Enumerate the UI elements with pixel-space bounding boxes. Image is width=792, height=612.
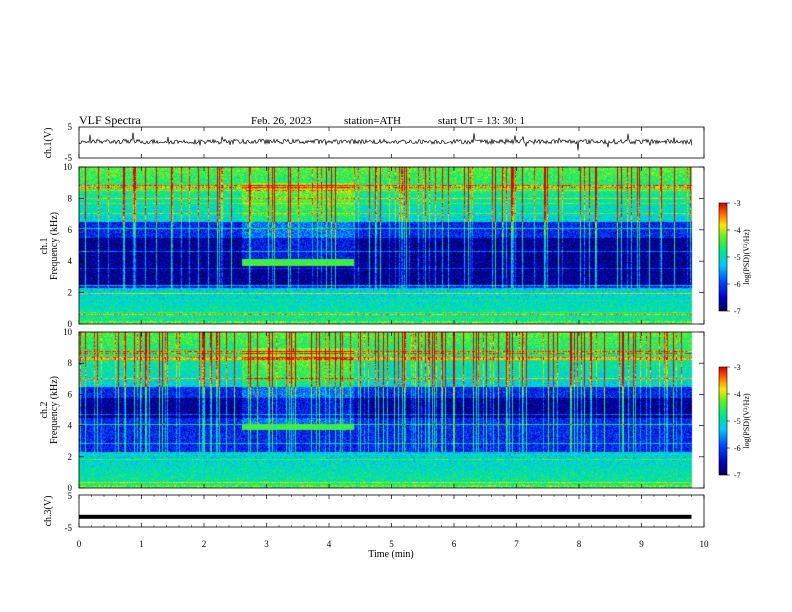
time-tick-label: 3 <box>264 539 269 549</box>
time-tick-label: 1 <box>139 539 144 549</box>
ch1-spectrogram-yticks: 0 2 4 6 8 10 <box>63 162 704 329</box>
colorbar-tick-label: -5 <box>734 253 741 262</box>
ch1-colorbar: -3 -4 -5 -6 -7 log(PSD)(V²/Hz) <box>718 199 751 316</box>
ch3-waveform-panel: 5 -5 ch.3(V) <box>43 491 705 533</box>
ch1-ylabel: ch.1(V) <box>43 128 54 159</box>
ch3-waveform-trace <box>79 514 692 519</box>
figure-title: VLF Spectra <box>79 113 141 127</box>
ch3-ytick-bottom: -5 <box>65 523 73 533</box>
ch1-waveform-trace <box>78 132 693 151</box>
freq-tick-label: 10 <box>63 327 73 337</box>
time-tick-label: 8 <box>577 539 582 549</box>
freq-tick-label: 8 <box>68 358 73 368</box>
date-label: Feb. 26, 2023 <box>251 115 312 127</box>
ch1-spectrogram-ylabel-freq: Frequency (kHz) <box>49 212 60 280</box>
ch2-colorbar-ticks: -3 -4 -5 -6 -7 <box>727 363 741 480</box>
ch2-spectrogram-ylabel-freq: Frequency (kHz) <box>49 376 60 444</box>
ch1-spectrogram-ylabel-channel: ch.1 <box>39 238 50 255</box>
freq-tick-label: 0 <box>68 319 73 329</box>
freq-tick-label: 4 <box>68 421 73 431</box>
start-time-label: start UT = 13: 30: 1 <box>438 115 525 127</box>
ch1-spectrogram-canvas-holder <box>79 167 704 324</box>
ch2-colorbar-label: log(PSD)(V²/Hz) <box>742 393 751 449</box>
time-tick-label: 9 <box>639 539 644 549</box>
time-tick-label: 7 <box>514 539 519 549</box>
ch2-colorbar: -3 -4 -5 -6 -7 log(PSD)(V²/Hz) <box>718 363 751 480</box>
freq-tick-label: 6 <box>68 389 73 399</box>
ch1-spectrogram-panel: 0 2 4 6 8 10 ch.1 Frequency (kHz) <box>39 162 705 329</box>
station-label: station=ATH <box>344 115 401 127</box>
ch3-waveform-frame <box>78 494 705 528</box>
ch1-colorbar-gradient <box>719 203 727 311</box>
ch2-spectrogram-yticks: 0 2 4 6 8 10 <box>63 327 704 493</box>
colorbar-tick-label: -7 <box>734 307 741 316</box>
ch2-spectrogram-ylabel-channel: ch.2 <box>39 402 50 419</box>
time-tick-label: 4 <box>327 539 332 549</box>
freq-tick-label: 2 <box>68 288 73 298</box>
ch2-colorbar-holder <box>719 367 727 475</box>
time-axis-ticks: 0 1 2 3 4 5 6 7 8 9 10 <box>77 127 709 549</box>
colorbar-tick-label: -4 <box>734 390 741 399</box>
ch1-spectrogram-image <box>79 167 704 324</box>
freq-tick-label: 2 <box>68 452 73 462</box>
ch2-colorbar-gradient <box>719 367 727 475</box>
ch3-ylabel: ch.3(V) <box>43 496 54 527</box>
ch1-waveform-panel: 5 -5 ch.1(V) <box>43 122 705 163</box>
ch2-spectrogram-canvas-holder <box>79 332 704 488</box>
ch3-ytick-top: 5 <box>68 491 73 501</box>
time-axis-label: Time (min) <box>368 549 413 560</box>
freq-tick-label: 6 <box>68 225 73 235</box>
ch2-spectrogram-panel: 0 2 4 6 8 10 ch.2 Frequency (kHz) <box>39 327 705 493</box>
colorbar-tick-label: -6 <box>734 444 741 453</box>
ch1-colorbar-label: log(PSD)(V²/Hz) <box>742 229 751 285</box>
freq-tick-label: 10 <box>63 162 73 172</box>
colorbar-tick-label: -5 <box>734 417 741 426</box>
colorbar-tick-label: -4 <box>734 226 741 235</box>
freq-tick-label: 8 <box>68 193 73 203</box>
ch1-ytick-bottom: -5 <box>65 153 73 163</box>
time-tick-label: 6 <box>452 539 457 549</box>
ch1-colorbar-ticks: -3 -4 -5 -6 -7 <box>727 199 741 316</box>
time-tick-label: 0 <box>77 539 82 549</box>
ch1-colorbar-holder <box>719 203 727 311</box>
colorbar-tick-label: -3 <box>734 363 741 372</box>
colorbar-tick-label: -3 <box>734 199 741 208</box>
ch2-spectrogram-image <box>79 332 704 488</box>
time-tick-label: 10 <box>700 539 710 549</box>
colorbar-tick-label: -6 <box>734 280 741 289</box>
freq-tick-label: 4 <box>68 256 73 266</box>
time-tick-label: 5 <box>389 539 394 549</box>
ch1-ytick-top: 5 <box>68 122 73 132</box>
colorbar-tick-label: -7 <box>734 471 741 480</box>
time-tick-label: 2 <box>202 539 207 549</box>
freq-tick-label: 0 <box>68 483 73 493</box>
